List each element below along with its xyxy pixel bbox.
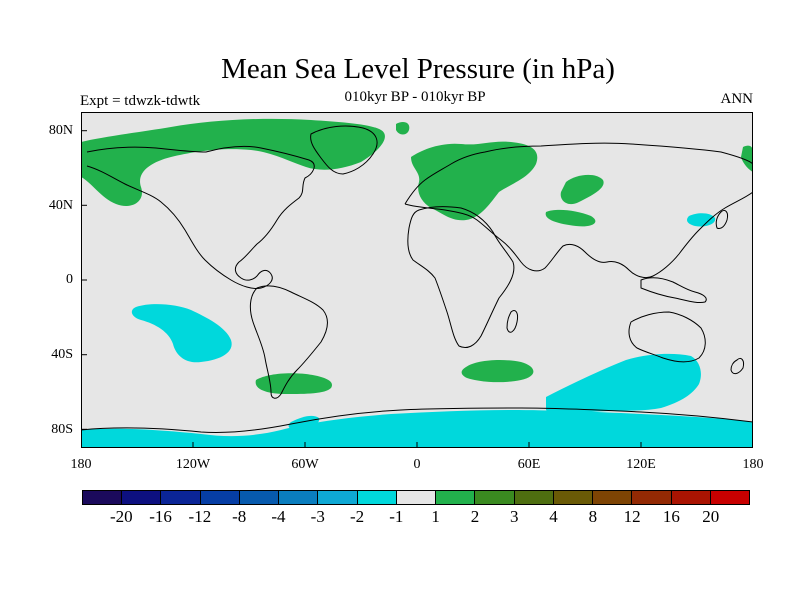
negative-anomaly-regions <box>81 213 753 448</box>
coast-eurasia <box>404 142 753 279</box>
colorbar-box <box>671 491 711 504</box>
positive-region-east-siberia <box>741 145 753 172</box>
colorbar-label: 2 <box>470 507 480 526</box>
coast-north-america <box>86 145 315 289</box>
lat-tick-label: 40N <box>48 198 73 213</box>
negative-region-south-pacific <box>131 304 232 363</box>
colorbar-label: 20 <box>702 507 720 526</box>
negative-region-antarctic <box>81 410 753 448</box>
lat-tick-label: 40S <box>51 347 73 362</box>
colorbar-box <box>632 491 672 504</box>
colorbar-box <box>553 491 594 504</box>
colorbar-box <box>436 491 476 504</box>
colorbar-box <box>239 491 280 504</box>
coastlines <box>81 125 753 434</box>
positive-region-arctic-north-america <box>81 118 385 207</box>
colorbar-box <box>122 491 162 504</box>
plot-title: Mean Sea Level Pressure (in hPa) <box>221 53 615 85</box>
positive-anomaly-regions <box>81 118 753 394</box>
colorbar-label: 16 <box>662 507 680 526</box>
colorbar-box <box>514 491 554 504</box>
positive-region-tibet <box>545 209 596 227</box>
colorbar-label: 3 <box>509 507 519 526</box>
colorbar-box <box>593 491 633 504</box>
plot-subtitle: 010kyr BP - 010kyr BP <box>344 89 486 105</box>
colorbar-label: -1 <box>389 507 404 526</box>
lon-tick-label: 120W <box>175 457 211 472</box>
lon-tick-label: 60W <box>291 457 319 472</box>
coast-madagascar <box>506 309 518 333</box>
positive-region-europe-siberia <box>411 141 538 221</box>
colorbar-box <box>396 491 437 504</box>
lon-tick-label: 0 <box>413 457 421 472</box>
lat-tick-label: 80N <box>48 123 73 138</box>
experiment-label: Expt = tdwzk-tdwtk <box>80 93 201 109</box>
colorbar-label: -3 <box>310 507 325 526</box>
map-svg <box>81 112 753 448</box>
colorbar <box>82 490 750 505</box>
coast-south-america <box>249 285 328 399</box>
negative-region-antarctic-peninsula <box>288 415 320 430</box>
season-label: ANN <box>720 91 754 107</box>
colorbar-box <box>710 491 749 504</box>
colorbar-label: -16 <box>149 507 172 526</box>
colorbar-box <box>83 491 123 504</box>
lon-tick-label: 60E <box>517 457 541 472</box>
colorbar-label: 12 <box>623 507 641 526</box>
lat-tick-label: 80S <box>51 422 73 437</box>
colorbar-box <box>279 491 319 504</box>
negative-region-north-pacific <box>687 213 716 227</box>
colorbar-label: 1 <box>431 507 440 526</box>
negative-region-southern-ocean-indian <box>546 353 701 414</box>
colorbar-box <box>357 491 397 504</box>
colorbar-label: -4 <box>271 507 286 526</box>
coast-greenland <box>310 125 378 175</box>
coast-new-zealand <box>730 357 744 375</box>
colorbar-label: -8 <box>232 507 247 526</box>
colorbar-label: -12 <box>188 507 212 526</box>
positive-region-greenland-tip <box>396 122 410 135</box>
lon-tick-label: 180 <box>70 457 92 472</box>
map-panel <box>81 112 753 448</box>
lon-tick-label: 180 <box>742 457 764 472</box>
colorbar-label: -2 <box>349 507 365 526</box>
colorbar-box <box>161 491 201 504</box>
colorbar-box <box>200 491 240 504</box>
colorbar-label: 4 <box>549 507 558 526</box>
coast-africa <box>407 206 515 349</box>
coast-indonesia <box>640 277 707 303</box>
colorbar-label: 8 <box>588 507 598 526</box>
coast-antarctica <box>81 407 753 434</box>
positive-region-central-asia <box>560 174 604 205</box>
positive-region-south-atlantic <box>461 359 534 383</box>
colorbar-box <box>318 491 358 504</box>
lon-tick-label: 120E <box>626 457 656 472</box>
coast-japan <box>715 209 728 229</box>
coast-australia <box>628 311 706 363</box>
positive-region-south-america-tip <box>255 373 332 394</box>
map-border <box>81 112 753 448</box>
colorbar-box <box>475 491 515 504</box>
colorbar-label: -20 <box>109 507 133 526</box>
lat-tick-label: 0 <box>66 272 73 287</box>
